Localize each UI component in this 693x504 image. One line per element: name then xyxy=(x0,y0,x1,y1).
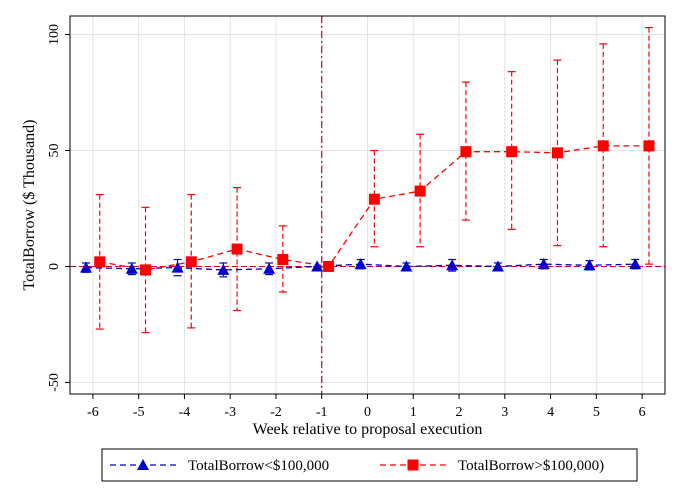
series-markers xyxy=(80,140,655,276)
x-tick-label: 1 xyxy=(410,405,417,420)
x-tick-label: -6 xyxy=(87,405,99,420)
triangle-marker xyxy=(125,262,138,274)
x-tick-label: -3 xyxy=(224,405,236,420)
square-marker xyxy=(643,140,655,152)
x-axis-title: Week relative to proposal execution xyxy=(253,421,483,438)
legend-triangle-marker xyxy=(137,459,149,470)
square-marker xyxy=(414,185,426,197)
triangle-marker xyxy=(217,263,230,275)
y-tick-label: 50 xyxy=(47,144,62,158)
square-marker xyxy=(506,146,518,158)
y-tick-label: 0 xyxy=(47,263,62,270)
square-marker xyxy=(140,264,152,276)
square-marker xyxy=(94,256,106,268)
y-tick-label: -50 xyxy=(47,373,62,392)
legend-box xyxy=(101,448,638,482)
x-tick-label: -4 xyxy=(179,405,191,420)
x-axis-ticks: -6 -5 -4 -3 -2 -1 0 1 2 3 4 5 6 xyxy=(87,394,646,420)
legend-square-marker xyxy=(407,459,419,471)
y-tick-label: 100 xyxy=(47,24,62,45)
square-marker xyxy=(460,146,472,158)
reference-lines xyxy=(70,16,665,394)
square-marker xyxy=(231,243,243,255)
square-marker xyxy=(597,140,609,152)
x-tick-label: -2 xyxy=(270,405,282,420)
x-tick-label: 6 xyxy=(639,405,646,420)
triangle-marker xyxy=(583,259,596,271)
square-marker xyxy=(323,260,335,272)
x-tick-label: -5 xyxy=(133,405,145,420)
triangle-marker xyxy=(171,261,184,273)
x-tick-label: 5 xyxy=(593,405,600,420)
y-axis-title: TotalBorrow ($ Thousand) xyxy=(21,120,38,291)
square-marker xyxy=(185,256,197,268)
triangle-marker xyxy=(446,259,459,271)
triangle-marker xyxy=(537,258,550,270)
triangle-marker xyxy=(400,260,413,272)
square-marker xyxy=(368,193,380,205)
legend-label: TotalBorrow<$100,000 xyxy=(188,458,329,474)
square-marker xyxy=(277,253,289,265)
x-tick-label: 4 xyxy=(547,405,554,420)
triangle-marker xyxy=(263,262,276,274)
x-tick-label: 0 xyxy=(364,405,371,420)
grid-lines xyxy=(70,16,665,394)
triangle-marker xyxy=(80,261,93,273)
triangle-marker xyxy=(629,258,642,270)
x-tick-label: 2 xyxy=(456,405,463,420)
y-axis-ticks: -50 0 50 100 xyxy=(47,24,70,392)
legend: TotalBorrow<$100,000 TotalBorrow>$100,000… xyxy=(101,448,638,482)
x-tick-label: 3 xyxy=(501,405,508,420)
x-tick-label: -1 xyxy=(316,405,328,420)
triangle-marker xyxy=(354,258,367,270)
square-marker xyxy=(551,147,563,159)
triangle-marker xyxy=(311,260,324,272)
legend-label: TotalBorrow>$100,000) xyxy=(458,458,604,474)
triangle-marker xyxy=(491,260,504,272)
